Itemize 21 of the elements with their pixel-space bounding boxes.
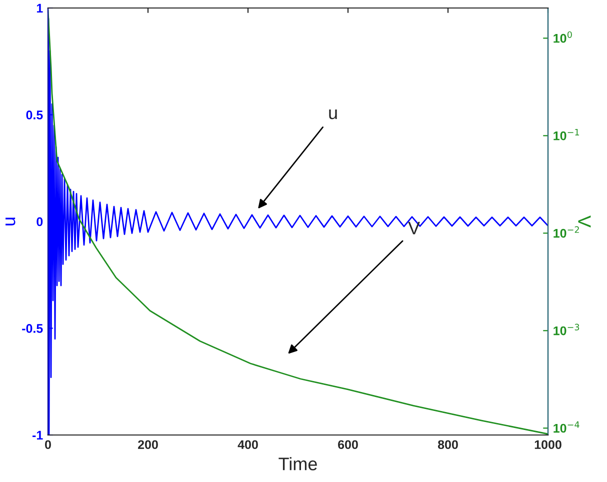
x-tick-label: 0 [45, 440, 51, 450]
y-tick-label: -0.5 [22, 324, 43, 333]
y-tick-label: 0.5 [26, 110, 43, 120]
y-axis-title: u [6, 218, 16, 226]
y-tick-label: 1 [36, 4, 43, 13]
x-tick-label: 800 [438, 440, 458, 450]
x-tick-label: 400 [238, 440, 258, 450]
x-tick-label: 200 [138, 440, 158, 450]
x-axis-title: Time [278, 457, 317, 470]
y2-tick-label: 10$^{−1}$ [554, 128, 579, 140]
annotation: V [408, 222, 420, 234]
annotation: u [329, 109, 337, 120]
x-tick-label: 600 [338, 440, 358, 450]
y2-tick-label: 10$^{0}$ [554, 31, 572, 43]
y-tick-label: -1 [32, 430, 43, 440]
x-tick-label: 1000 [534, 440, 562, 450]
y-tick-label: 0 [36, 217, 43, 226]
y2-tick-label: 10$^{−4}$ [554, 421, 580, 433]
y2-tick-label: 10$^{−2}$ [554, 226, 579, 238]
y2-axis-title: V [578, 216, 591, 228]
y2-tick-label: 10$^{−3}$ [554, 324, 580, 336]
